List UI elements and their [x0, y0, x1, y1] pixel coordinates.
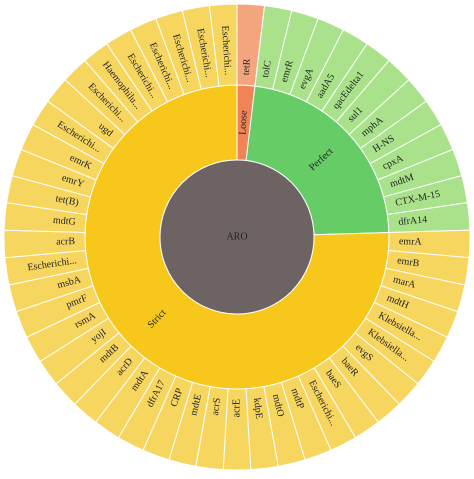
- leaf-label: mdtO: [270, 393, 286, 418]
- leaf-label: emrB: [396, 255, 420, 269]
- leaf-label: acrS: [210, 397, 223, 416]
- leaf-label: tetR: [241, 58, 253, 76]
- leaf-wedge: [208, 3, 238, 87]
- leaf-label: dfrA14: [398, 214, 428, 228]
- leaf-label: mdtE: [188, 393, 204, 417]
- center-label: ARO: [226, 231, 247, 242]
- leaf-label: tet(B): [55, 193, 80, 209]
- leaf-label: acrE: [231, 399, 242, 417]
- group-label: Loose: [237, 110, 249, 136]
- center-circle: [159, 159, 315, 315]
- leaf-label: tolC: [260, 59, 274, 78]
- leaf-label: mdtG: [52, 215, 76, 228]
- leaf-label: kdpE: [251, 397, 264, 419]
- leaf-label: Escherichi...: [219, 25, 233, 75]
- leaf-label: emrA: [399, 236, 423, 248]
- leaf-label: acrB: [56, 236, 76, 248]
